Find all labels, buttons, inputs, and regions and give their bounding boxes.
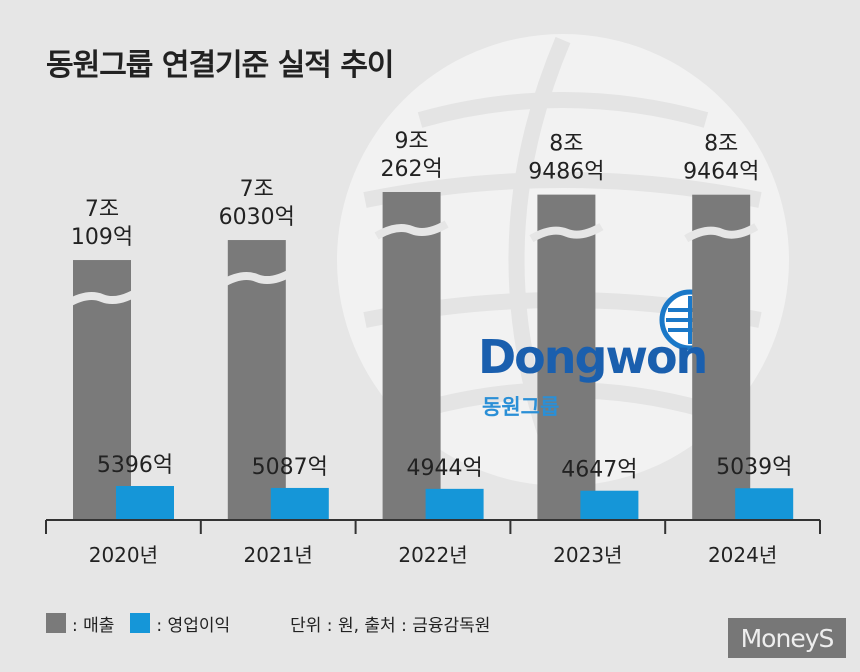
revenue-label-line1: 9조: [394, 129, 428, 154]
source-note: 단위 : 원, 출처 : 금융감독원: [290, 615, 491, 636]
revenue-label-line1: 8조: [704, 132, 738, 157]
revenue-label-line2: 9464억: [683, 160, 759, 185]
x-tick-label: 2023년: [553, 543, 622, 567]
operating-profit-label: 4647억: [561, 458, 637, 483]
axis-break-mark: [64, 288, 140, 308]
operating-profit-bar: [270, 487, 329, 520]
axis-break-mark: [374, 220, 449, 240]
revenue-label-line1: 7조: [240, 177, 274, 202]
axis-break-mark: [684, 223, 759, 243]
revenue-bar: [73, 260, 131, 520]
legend-label-revenue: : 매출: [72, 615, 115, 636]
axis-break-mark: [529, 223, 604, 243]
x-tick-label: 2022년: [398, 543, 467, 567]
operating-profit-bar: [116, 486, 174, 520]
operating-profit-bar: [735, 488, 794, 520]
legend-label-operating-profit: : 영업이익: [156, 615, 231, 636]
x-axis: 2020년 2021년 2022년 2023년 2024년: [45, 519, 821, 567]
x-tick-label: 2024년: [708, 543, 777, 567]
operating-profit-label: 5087억: [252, 455, 328, 480]
revenue-bar: [227, 240, 286, 521]
legend-swatch-operating-profit: [130, 613, 151, 633]
labels-layer: 7조 109억 5396억 7조 6030억 5087억 9조 262억 4944억 8조 9486…: [71, 129, 792, 483]
revenue-label-line2: 262억: [380, 157, 442, 182]
revenue-bar: [382, 192, 441, 520]
operating-profit-label: 5396억: [97, 453, 173, 478]
chart-title: 동원그룹 연결기준 실적 추이: [46, 48, 395, 83]
bars-layer: [64, 192, 794, 521]
revenue-label-line1: 7조: [85, 197, 119, 222]
x-tick-label: 2020년: [89, 543, 158, 567]
revenue-label-line1: 8조: [549, 132, 583, 157]
revenue-bar: [537, 194, 596, 521]
legend-swatch-revenue: [46, 613, 66, 633]
operating-profit-label: 4944억: [406, 456, 482, 481]
operating-profit-bar: [580, 490, 639, 520]
revenue-label-line2: 109억: [71, 225, 133, 250]
revenue-bar: [692, 194, 751, 520]
logo-wordmark: Dongwon: [478, 330, 708, 384]
revenue-label-line2: 6030억: [219, 205, 295, 230]
x-tick-label: 2021년: [244, 543, 313, 567]
revenue-label-line2: 9486억: [528, 160, 604, 185]
operating-profit-label: 5039억: [716, 455, 792, 480]
logo-subtitle: 동원그룹: [482, 395, 560, 419]
legend: : 매출 : 영업이익 단위 : 원, 출처 : 금융감독원: [46, 610, 490, 636]
credit-badge: MoneyS: [728, 618, 846, 658]
operating-profit-bar: [425, 488, 484, 520]
axis-break-mark: [219, 268, 294, 288]
